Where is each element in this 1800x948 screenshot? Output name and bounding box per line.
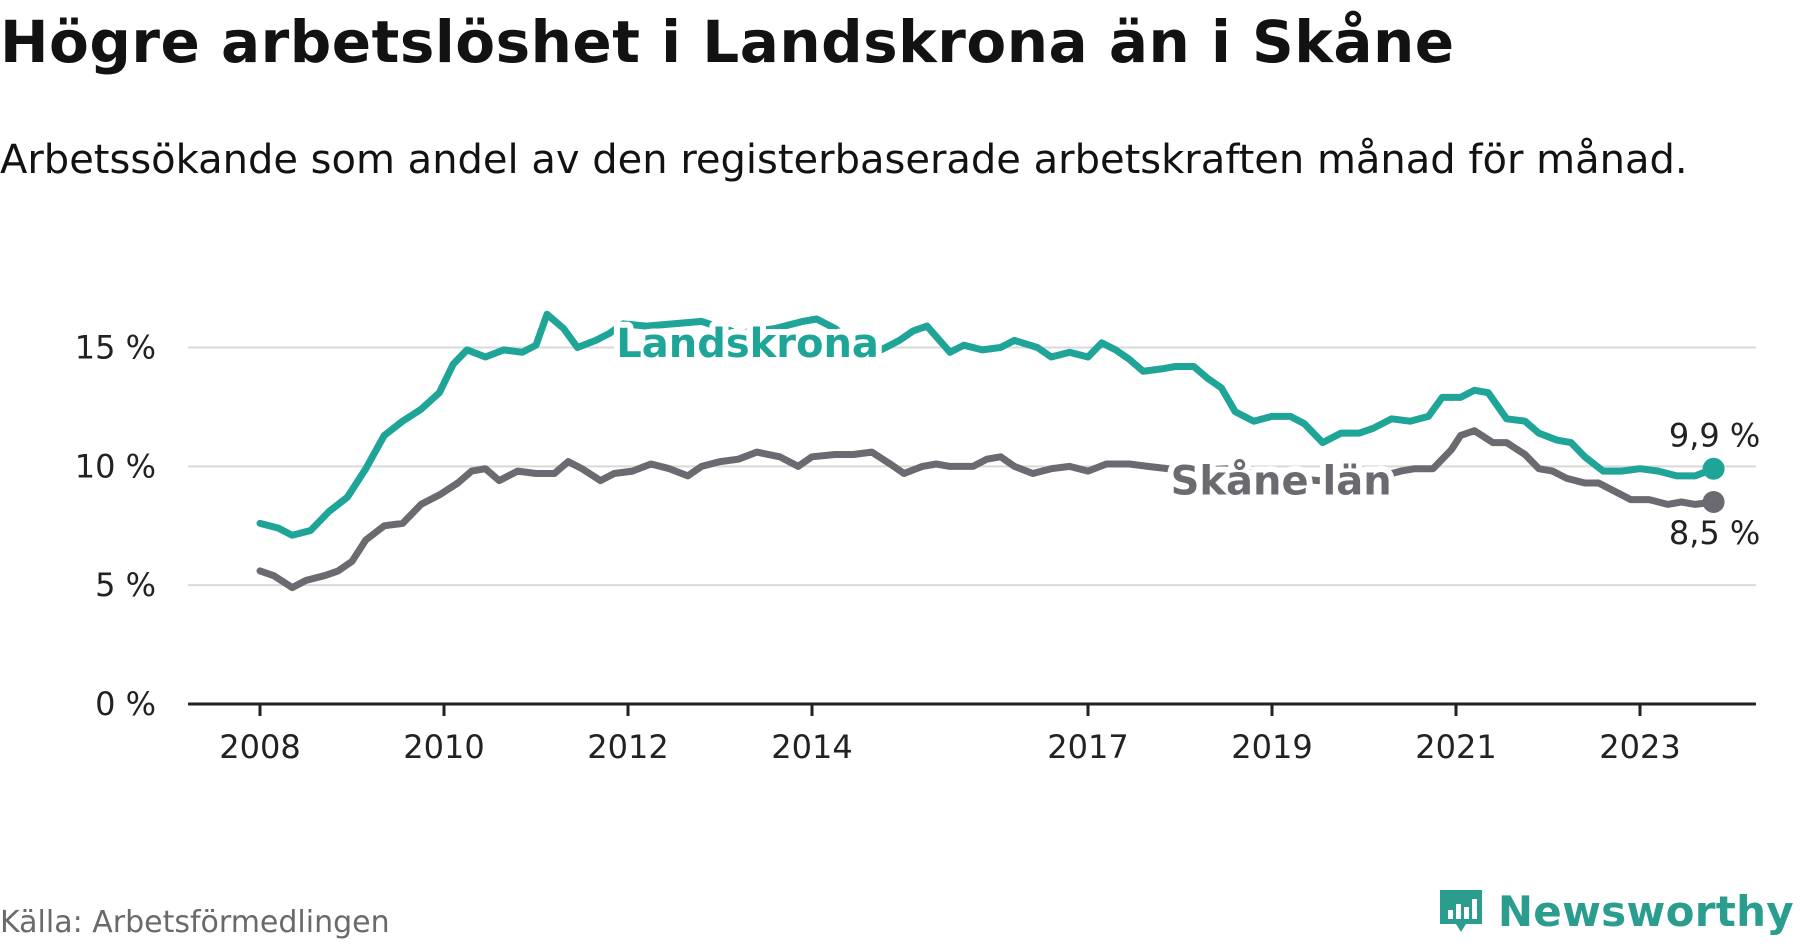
brand-name: Newsworthy: [1497, 886, 1794, 936]
x-tick-label: 2021: [1415, 728, 1496, 766]
x-tick-label: 2008: [219, 728, 300, 766]
page-title: Högre arbetslöshet i Landskrona än i Skå…: [0, 8, 1455, 76]
y-tick-label: 15 %: [75, 329, 156, 367]
series-line-landskrona: [256, 310, 1718, 539]
brand-logo[interactable]: Newsworthy: [1436, 886, 1794, 936]
source-note: Källa: Arbetsförmedlingen: [0, 905, 390, 940]
series-line-skane: [256, 427, 1718, 592]
x-tick-label: 2014: [771, 728, 852, 766]
end-value-label: 8,5 %: [1669, 514, 1760, 552]
series-label-skane: Skåne län: [1171, 458, 1392, 505]
page-subtitle: Arbetssökande som andel av den registerb…: [0, 137, 1688, 183]
series-label-landskrona: Landskrona: [616, 321, 879, 367]
end-value-label: 9,9 %: [1669, 417, 1760, 455]
end-marker-skane: [1702, 491, 1725, 513]
y-tick-label: 0 %: [95, 685, 156, 723]
newsworthy-logo-icon: [1439, 890, 1482, 932]
y-tick-label: 5 %: [95, 566, 156, 604]
x-tick-label: 2010: [403, 728, 484, 766]
end-marker-landskrona: [1702, 457, 1725, 480]
y-tick-label: 10 %: [75, 447, 156, 485]
x-tick-label: 2023: [1599, 728, 1680, 766]
x-tick-label: 2019: [1231, 728, 1312, 766]
x-tick-label: 2017: [1047, 728, 1128, 766]
x-tick-label: 2012: [587, 728, 668, 766]
